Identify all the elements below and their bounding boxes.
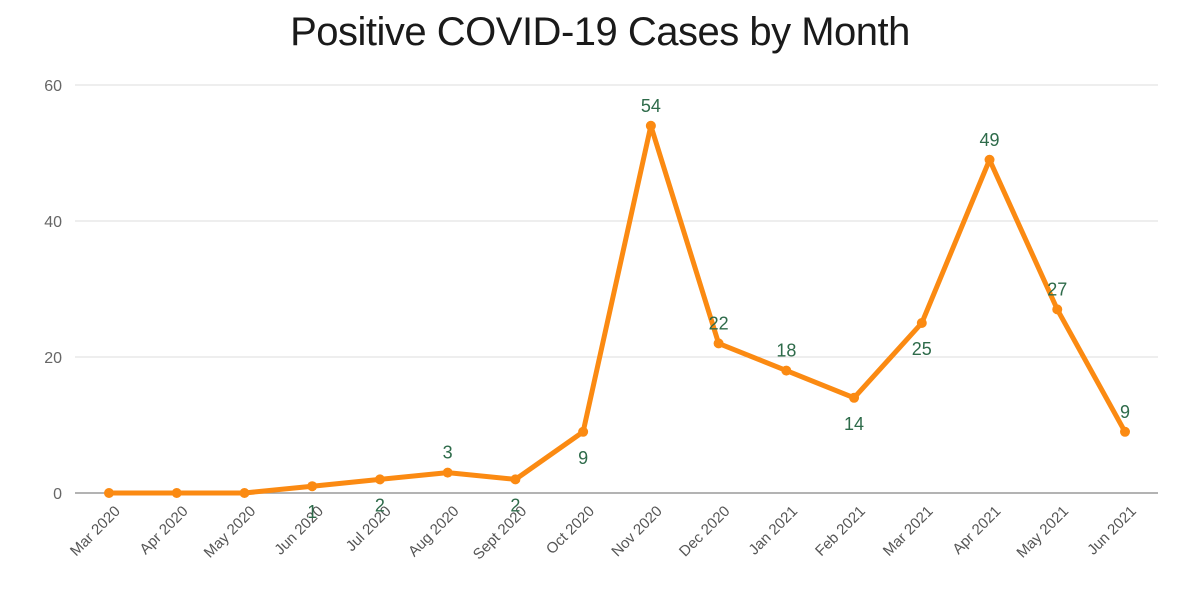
y-tick-label: 0 bbox=[53, 486, 62, 503]
data-point bbox=[374, 474, 385, 485]
data-label: 49 bbox=[980, 130, 1000, 150]
x-tick-label: May 2020 bbox=[201, 503, 260, 562]
data-label: 2 bbox=[375, 495, 385, 515]
series-line bbox=[106, 123, 1128, 496]
x-axis-ticks: Mar 2020 Apr 2020 May 2020 Jun 2020 Jul 2020… bbox=[67, 503, 1140, 563]
x-tick-label: Aug 2020 bbox=[405, 503, 462, 560]
data-label: 3 bbox=[443, 443, 453, 463]
x-tick-label: Apr 2021 bbox=[949, 503, 1004, 558]
y-tick-label: 60 bbox=[44, 78, 62, 95]
x-tick-label: Sept 2020 bbox=[470, 503, 530, 563]
series-line-group bbox=[106, 123, 1128, 496]
x-tick-label: Jul 2020 bbox=[343, 503, 395, 555]
data-label: 14 bbox=[844, 414, 864, 434]
data-point bbox=[781, 365, 792, 376]
x-tick-label: May 2021 bbox=[1013, 503, 1072, 562]
data-label: 9 bbox=[578, 448, 588, 468]
x-tick-label: Feb 2021 bbox=[812, 503, 869, 560]
data-label: 54 bbox=[641, 96, 661, 116]
data-point bbox=[171, 488, 182, 498]
x-tick-label: Jun 2020 bbox=[271, 503, 327, 559]
data-point bbox=[239, 488, 250, 498]
x-tick-label: Apr 2020 bbox=[136, 503, 191, 558]
data-point bbox=[713, 338, 724, 349]
data-point bbox=[510, 474, 521, 485]
data-points bbox=[104, 120, 1130, 498]
data-label: 1 bbox=[307, 502, 317, 522]
x-tick-label: Mar 2020 bbox=[67, 503, 124, 560]
data-label: 22 bbox=[709, 313, 729, 333]
y-tick-label: 40 bbox=[44, 214, 62, 231]
data-point bbox=[645, 120, 656, 131]
data-point bbox=[442, 467, 453, 478]
data-point bbox=[984, 154, 995, 165]
x-tick-label: Jan 2021 bbox=[745, 503, 801, 559]
data-point bbox=[307, 481, 318, 492]
data-point bbox=[1120, 426, 1130, 437]
x-tick-label: Oct 2020 bbox=[543, 503, 598, 558]
data-label: 18 bbox=[776, 341, 796, 361]
data-label: 2 bbox=[510, 495, 520, 515]
x-tick-label: Jun 2021 bbox=[1084, 503, 1140, 559]
data-point bbox=[104, 488, 114, 498]
data-label: 27 bbox=[1047, 279, 1067, 299]
data-point bbox=[916, 318, 927, 328]
data-label: 9 bbox=[1120, 402, 1130, 422]
chart-title: Positive COVID-19 Cases by Month bbox=[290, 10, 910, 54]
y-axis-ticks: 0 20 40 60 bbox=[44, 78, 62, 503]
data-label: 25 bbox=[912, 339, 932, 359]
data-point bbox=[849, 392, 860, 403]
x-tick-label: Dec 2020 bbox=[676, 503, 733, 560]
data-point bbox=[1052, 304, 1063, 315]
x-tick-label: Mar 2021 bbox=[880, 503, 937, 560]
data-labels: 1 2 3 2 9 54 22 18 14 25 49 27 9 bbox=[307, 96, 1130, 522]
y-tick-label: 20 bbox=[44, 350, 62, 367]
x-tick-label: Nov 2020 bbox=[608, 503, 665, 560]
data-point bbox=[578, 426, 589, 437]
